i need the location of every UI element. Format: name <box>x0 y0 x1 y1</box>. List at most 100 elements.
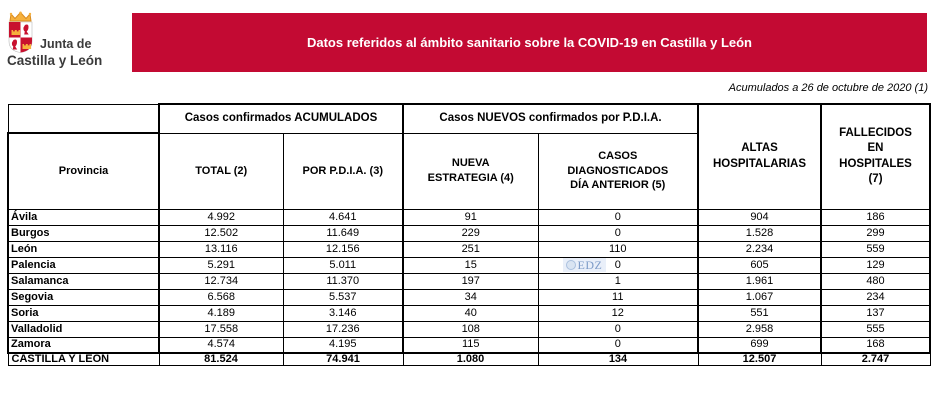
column-header-nueva-estrategia: NUEVA ESTRATEGIA (4) <box>402 132 539 210</box>
value-cell: 110 <box>537 240 699 258</box>
value-cell: 605 <box>697 256 822 274</box>
column-header-altas: ALTAS HOSPITALARIAS <box>697 103 822 210</box>
value-cell: 5.011 <box>282 256 404 274</box>
value-cell: 2.234 <box>697 240 822 258</box>
value-cell: 186 <box>820 208 931 226</box>
group-header-nuevos-pdia: Casos NUEVOS confirmados por P.D.I.A. <box>402 103 699 134</box>
value-cell: 4.992 <box>158 208 284 226</box>
value-cell: 11.370 <box>282 272 404 290</box>
province-cell: León <box>7 240 160 258</box>
edz-watermark: EDZ <box>562 257 607 272</box>
value-cell: 12.502 <box>158 224 284 242</box>
logo-text-line2: Castilla y León <box>7 53 103 68</box>
value-cell: 91 <box>402 208 539 226</box>
value-cell: 229 <box>402 224 539 242</box>
province-cell: Valladolid <box>7 320 160 338</box>
table-body: Ávila 4.992 4.641 91 0 904 186 Burgos 12.502 11.6… <box>7 208 931 354</box>
value-cell: 0 <box>537 336 699 354</box>
value-cell: 1 <box>537 272 699 290</box>
value-cell: 40 <box>402 304 539 322</box>
edz-circle-icon <box>565 259 576 270</box>
blank-corner-cell <box>7 103 160 134</box>
value-cell: 5.537 <box>282 288 404 306</box>
value-cell: 137 <box>820 304 931 322</box>
total-value-cell: 2.747 <box>820 352 931 366</box>
covid-data-table: Casos confirmados ACUMULADOS Casos NUEVO… <box>7 103 931 366</box>
column-header-casos-diagnosticados: CASOS DIAGNOSTICADOS DÍA ANTERIOR (5) <box>537 132 699 210</box>
total-value-cell: 1.080 <box>402 352 539 366</box>
value-cell: 4.641 <box>282 208 404 226</box>
table-row: Segovia 6.568 5.537 34 11 1.067 234 <box>7 288 931 306</box>
logo-text-line1: Junta de <box>40 36 92 51</box>
table-row: Salamanca 12.734 11.370 197 1 1.961 480 <box>7 272 931 290</box>
group-header-acumulados: Casos confirmados ACUMULADOS <box>158 103 404 134</box>
value-cell: 551 <box>697 304 822 322</box>
value-cell: 17.558 <box>158 320 284 338</box>
total-value-cell: 74.941 <box>282 352 404 366</box>
value-cell: 699 <box>697 336 822 354</box>
value-cell: 12.734 <box>158 272 284 290</box>
value-cell: 5.291 <box>158 256 284 274</box>
value-cell: 4.189 <box>158 304 284 322</box>
value-cell: 168 <box>820 336 931 354</box>
title-banner: Datos referidos al ámbito sanitario sobr… <box>132 13 927 72</box>
value-cell: 0 <box>537 208 699 226</box>
value-cell: 234 <box>820 288 931 306</box>
province-cell: Palencia <box>7 256 160 274</box>
value-cell: 1.067 <box>697 288 822 306</box>
table-row: Burgos 12.502 11.649 229 0 1.528 299 <box>7 224 931 242</box>
accumulated-date-note: Acumulados a 26 de octubre de 2020 (1) <box>728 82 928 94</box>
column-header-row: Provincia TOTAL (2) POR P.D.I.A. (3) NUE… <box>7 132 930 210</box>
value-cell: 197 <box>402 272 539 290</box>
value-cell: 480 <box>820 272 931 290</box>
value-cell: 2.958 <box>697 320 822 338</box>
value-cell: 11.649 <box>282 224 404 242</box>
total-row: CASTILLA Y LEÓN 81.524 74.941 1.080 134 12.50… <box>7 352 931 366</box>
coat-of-arms-icon <box>8 11 33 53</box>
value-cell: 0 <box>537 224 699 242</box>
value-cell: 17.236 <box>282 320 404 338</box>
value-cell: 12.156 <box>282 240 404 258</box>
value-cell: 1.528 <box>697 224 822 242</box>
value-cell: 251 <box>402 240 539 258</box>
group-header-row: Casos confirmados ACUMULADOS Casos NUEVO… <box>7 103 931 210</box>
value-cell: 4.574 <box>158 336 284 354</box>
value-cell: 0 <box>537 320 699 338</box>
province-cell: Soria <box>7 304 160 322</box>
value-cell: 555 <box>820 320 931 338</box>
column-header-por-pdia: POR P.D.I.A. (3) <box>282 132 404 210</box>
column-header-total: TOTAL (2) <box>158 132 284 210</box>
value-cell: 12 <box>537 304 699 322</box>
value-cell: 6.568 <box>158 288 284 306</box>
total-value-cell: 81.524 <box>158 352 284 366</box>
value-cell: 1.961 <box>697 272 822 290</box>
province-cell: Zamora <box>7 336 160 354</box>
table-row: Palencia 5.291 5.011 15 0 EDZ 605 129 <box>7 256 931 274</box>
total-value-cell: 12.507 <box>697 352 822 366</box>
value-cell: 559 <box>820 240 931 258</box>
province-cell: Ávila <box>7 208 160 226</box>
table-row: Ávila 4.992 4.641 91 0 904 186 <box>7 208 931 226</box>
table-row: Zamora 4.574 4.195 115 0 699 168 <box>7 336 931 354</box>
column-header-fallecidos: FALLECIDOS EN HOSPITALES (7) <box>820 103 931 210</box>
value-cell: 11 <box>537 288 699 306</box>
total-label-cell: CASTILLA Y LEÓN <box>7 352 160 366</box>
column-header-provincia: Provincia <box>7 132 160 210</box>
table-row: Valladolid 17.558 17.236 108 0 2.958 555 <box>7 320 931 338</box>
value-cell: 4.195 <box>282 336 404 354</box>
value-cell: 904 <box>697 208 822 226</box>
value-cell: 115 <box>402 336 539 354</box>
page-title: Datos referidos al ámbito sanitario sobr… <box>306 35 752 50</box>
value-cell: 3.146 <box>282 304 404 322</box>
edz-watermark-text: EDZ <box>577 257 603 272</box>
province-cell: Salamanca <box>7 272 160 290</box>
total-value-cell: 134 <box>537 352 699 366</box>
value-cell: 299 <box>820 224 931 242</box>
province-cell: Burgos <box>7 224 160 242</box>
province-cell: Segovia <box>7 288 160 306</box>
value-cell: 108 <box>402 320 539 338</box>
value-cell: 15 <box>402 256 539 274</box>
value-cell: 34 <box>402 288 539 306</box>
jcyl-logo: Junta de Castilla y León <box>5 11 130 68</box>
table-row: Soria 4.189 3.146 40 12 551 137 <box>7 304 931 322</box>
